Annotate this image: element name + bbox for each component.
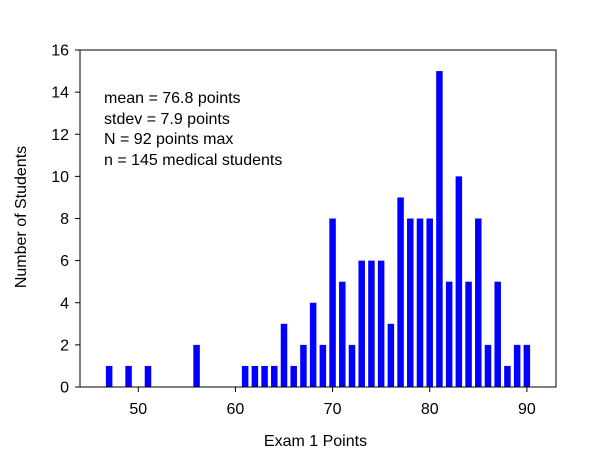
bar [125, 365, 132, 387]
bars-group [105, 71, 531, 388]
bar [504, 365, 511, 387]
bar [445, 281, 453, 387]
stats-annotation: mean = 76.8 points stdev = 7.9 points N … [104, 89, 282, 171]
bar [377, 260, 385, 388]
sample-size-annotation: n = 145 medical students [104, 151, 283, 169]
bar [329, 218, 336, 387]
bar [494, 281, 501, 387]
bar [465, 281, 472, 387]
y-tick-label: 12 [51, 127, 69, 144]
y-tick-label: 8 [60, 211, 69, 228]
bar [319, 344, 327, 388]
bar [271, 365, 278, 387]
axes-group: 0 2 4 6 8 10 12 14 16 50 60 70 80 90 [51, 43, 557, 418]
y-axis-label: Number of Students [13, 145, 30, 289]
bar [475, 218, 482, 387]
bar [436, 71, 443, 387]
bar [280, 323, 288, 387]
bar [309, 302, 317, 387]
y-tick-label: 10 [51, 169, 69, 186]
bar [251, 365, 259, 387]
bar [455, 176, 463, 388]
y-tick-label: 0 [60, 380, 69, 397]
bar [513, 344, 521, 388]
y-tick-label: 4 [60, 295, 69, 312]
bar [339, 281, 346, 387]
bar [484, 344, 492, 388]
bar [368, 260, 375, 388]
x-tick-label: 50 [129, 401, 147, 418]
bar [348, 344, 356, 388]
y-tick-label: 14 [51, 85, 69, 102]
bar [407, 218, 414, 387]
bar [193, 344, 200, 388]
y-tick-label: 2 [60, 337, 69, 354]
x-tick-label: 90 [518, 401, 536, 418]
bar [300, 344, 307, 388]
bar [523, 344, 531, 388]
bar [358, 260, 365, 388]
bar [387, 323, 395, 387]
bar [416, 218, 424, 387]
bar [105, 365, 113, 387]
mean-annotation: mean = 76.8 points [104, 90, 241, 107]
y-tick-label: 16 [51, 43, 69, 60]
x-tick-label: 80 [421, 401, 439, 418]
stdev-annotation: stdev = 7.9 points [104, 110, 230, 128]
bar [397, 197, 404, 387]
bar [426, 218, 433, 387]
bar [144, 365, 152, 387]
x-tick-label: 60 [227, 401, 245, 418]
x-tick-label: 70 [324, 401, 342, 418]
bar [290, 365, 297, 387]
bar [241, 365, 249, 387]
x-axis-label: Exam 1 Points [263, 433, 368, 450]
bar [261, 365, 268, 387]
max-points-annotation: N = 92 points max [104, 131, 234, 148]
y-tick-label: 6 [60, 253, 69, 270]
